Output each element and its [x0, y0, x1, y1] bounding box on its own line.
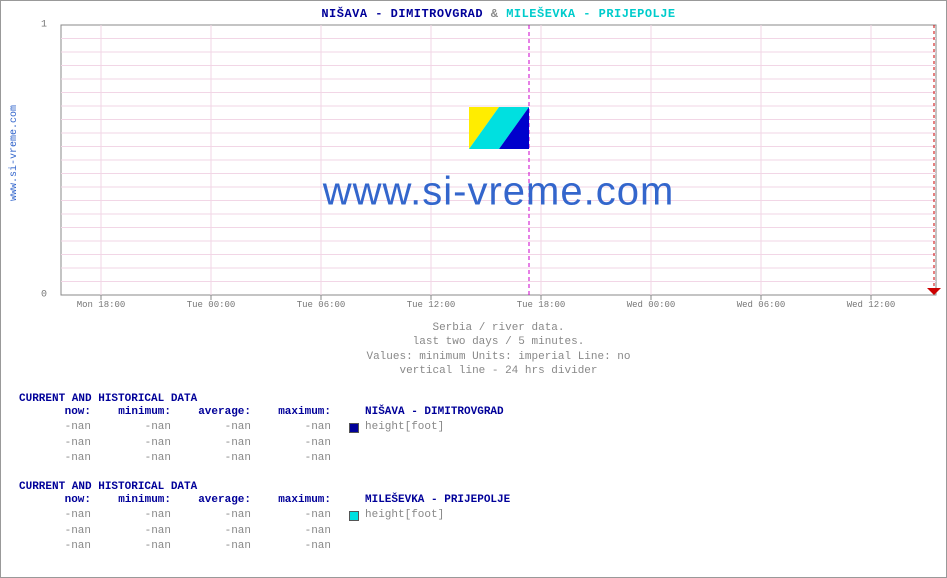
cell: -nan [179, 539, 259, 554]
table-row: -nan -nan -nan -nan [19, 524, 929, 539]
data-block-1: CURRENT AND HISTORICAL DATA now: minimum… [19, 393, 929, 467]
table-row: -nan -nan -nan -nan [19, 539, 929, 554]
data-block-2: CURRENT AND HISTORICAL DATA now: minimum… [19, 481, 929, 555]
table-row: -nan -nan -nan -nan [19, 436, 929, 451]
caption-line: vertical line - 24 hrs divider [61, 364, 936, 378]
block-title: CURRENT AND HISTORICAL DATA [19, 481, 929, 493]
cell: -nan [19, 436, 99, 451]
hdr-min: minimum: [99, 405, 179, 420]
xtick: Tue 18:00 [517, 300, 566, 310]
xtick: Wed 06:00 [737, 300, 786, 310]
watermark-text: www.si-vreme.com [323, 170, 675, 215]
cell: -nan [259, 539, 339, 554]
table-row: -nan -nan -nan -nan height[foot] [19, 420, 929, 435]
cell: -nan [179, 451, 259, 466]
station-name: MILEŠEVKA - PRIJEPOLJE [365, 493, 510, 508]
block-title: CURRENT AND HISTORICAL DATA [19, 393, 929, 405]
xtick: Wed 00:00 [627, 300, 676, 310]
cell: -nan [259, 508, 339, 523]
title-amp: & [491, 7, 506, 21]
block-header-row: now: minimum: average: maximum: NIŠAVA -… [19, 405, 929, 420]
legend-swatch-icon [349, 423, 359, 433]
title-station-1: NIŠAVA - DIMITROVGRAD [321, 7, 483, 21]
xtick: Wed 12:00 [847, 300, 896, 310]
cell: -nan [99, 451, 179, 466]
site-logo-icon [469, 107, 529, 149]
cell: -nan [19, 420, 99, 435]
cell: -nan [259, 420, 339, 435]
chart-title: NIŠAVA - DIMITROVGRAD & MILEŠEVKA - PRIJ… [61, 7, 936, 21]
cell: -nan [99, 436, 179, 451]
measure-label: height[foot] [339, 420, 444, 435]
measure-label: height[foot] [339, 508, 444, 523]
cell: -nan [99, 539, 179, 554]
cell: -nan [19, 524, 99, 539]
xtick: Tue 12:00 [407, 300, 456, 310]
caption-line: Values: minimum Units: imperial Line: no [61, 350, 936, 364]
table-row: -nan -nan -nan -nan height[foot] [19, 508, 929, 523]
xtick: Tue 06:00 [297, 300, 346, 310]
cell: -nan [19, 539, 99, 554]
hdr-now: now: [19, 493, 99, 508]
xtick: Mon 18:00 [77, 300, 126, 310]
xtick: Tue 00:00 [187, 300, 236, 310]
cell: -nan [259, 436, 339, 451]
cell: -nan [259, 451, 339, 466]
cell: -nan [99, 420, 179, 435]
hdr-avg: average: [179, 405, 259, 420]
legend-swatch-icon [349, 511, 359, 521]
cell: -nan [99, 524, 179, 539]
station-name: NIŠAVA - DIMITROVGRAD [365, 405, 504, 420]
hdr-max: maximum: [259, 405, 339, 420]
caption-line: Serbia / river data. [61, 321, 936, 335]
ytick-0: 0 [41, 290, 47, 301]
cell: -nan [19, 451, 99, 466]
site-label-vertical: www.si-vreme.com [9, 105, 20, 201]
hdr-now: now: [19, 405, 99, 420]
hdr-station: MILEŠEVKA - PRIJEPOLJE [339, 493, 510, 508]
hdr-avg: average: [179, 493, 259, 508]
caption-line: last two days / 5 minutes. [61, 335, 936, 349]
measure-text: height[foot] [365, 420, 444, 435]
title-station-2: MILEŠEVKA - PRIJEPOLJE [506, 7, 675, 21]
cell: -nan [179, 436, 259, 451]
cell: -nan [99, 508, 179, 523]
hdr-station: NIŠAVA - DIMITROVGRAD [339, 405, 504, 420]
chart-plot-area: 0 1 Mon 18:00 Tue 00:00 Tue 06:00 Tue 12… [61, 25, 936, 295]
table-row: -nan -nan -nan -nan [19, 451, 929, 466]
measure-text: height[foot] [365, 508, 444, 523]
cell: -nan [179, 420, 259, 435]
cell: -nan [179, 524, 259, 539]
chart-caption: Serbia / river data. last two days / 5 m… [61, 321, 936, 378]
cell: -nan [19, 508, 99, 523]
cell: -nan [259, 524, 339, 539]
hdr-min: minimum: [99, 493, 179, 508]
hdr-max: maximum: [259, 493, 339, 508]
block-header-row: now: minimum: average: maximum: MILEŠEVK… [19, 493, 929, 508]
ytick-1: 1 [41, 20, 47, 31]
cell: -nan [179, 508, 259, 523]
